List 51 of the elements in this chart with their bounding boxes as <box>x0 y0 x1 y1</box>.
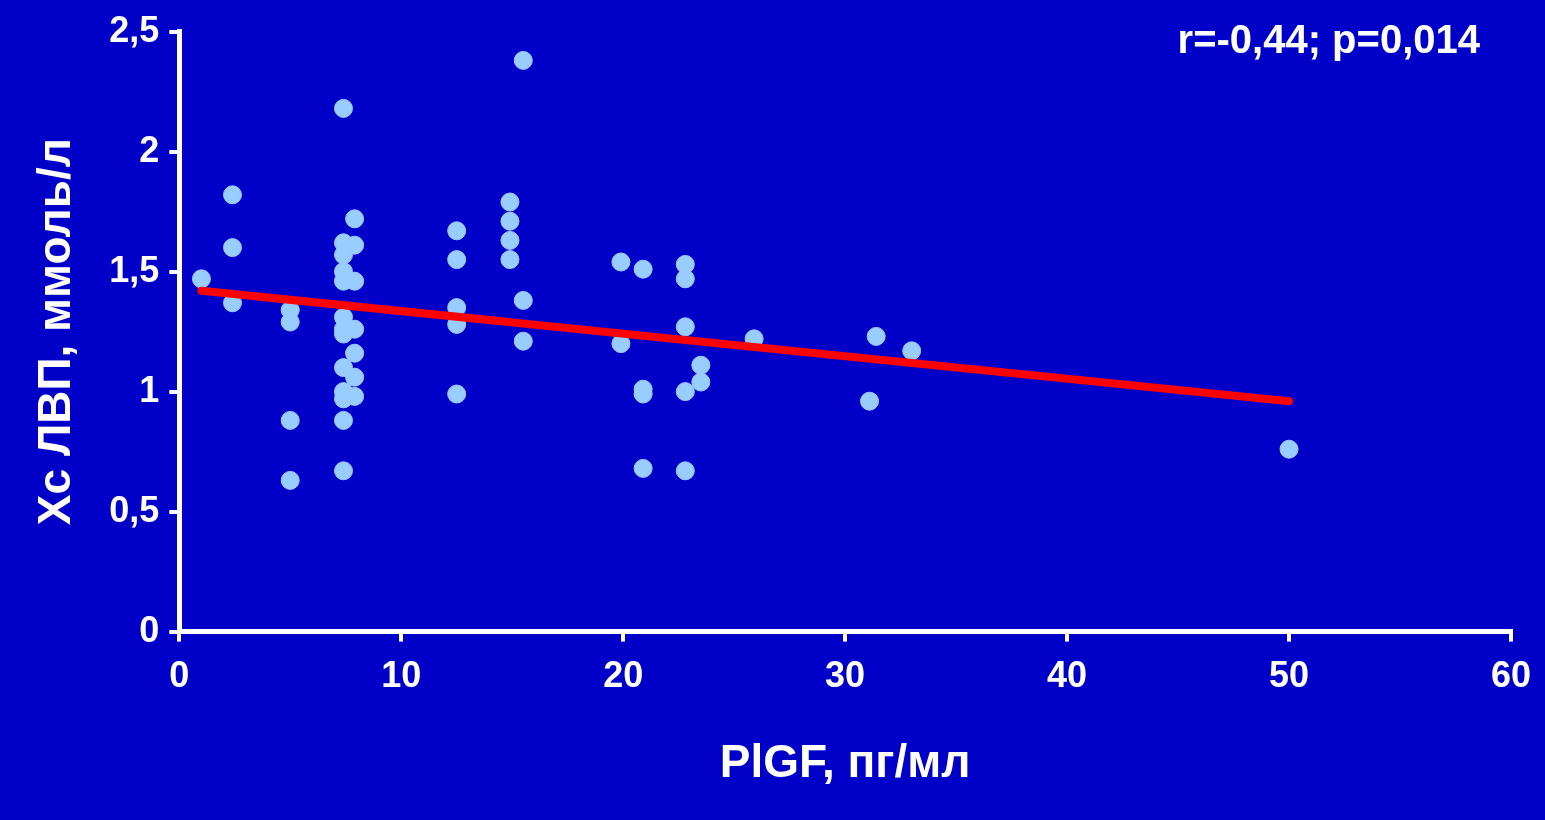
y-tick-label: 0,5 <box>109 488 160 530</box>
point <box>500 211 520 231</box>
point <box>675 269 695 289</box>
point <box>902 341 922 361</box>
x-tick-label: 30 <box>825 654 866 696</box>
x-tick-label: 20 <box>603 654 644 696</box>
y-tick-label: 2 <box>139 128 160 170</box>
point <box>333 98 353 118</box>
point <box>333 410 353 430</box>
y-tick-label: 1,5 <box>109 248 160 290</box>
point <box>1279 439 1299 459</box>
point <box>345 209 365 229</box>
point <box>223 238 243 258</box>
point <box>611 334 631 354</box>
point <box>345 367 365 387</box>
point <box>280 470 300 490</box>
point <box>675 317 695 337</box>
point <box>333 461 353 481</box>
point <box>513 50 533 70</box>
y-tick-label: 1 <box>139 368 160 410</box>
point <box>633 458 653 478</box>
annotation: r=-0,44; p=0,014 <box>1177 17 1481 62</box>
point <box>675 461 695 481</box>
x-tick-label: 60 <box>1490 654 1531 696</box>
x-tick-label: 50 <box>1269 654 1310 696</box>
point <box>500 192 520 212</box>
point <box>280 410 300 430</box>
point <box>447 250 467 270</box>
point <box>691 355 711 375</box>
point <box>345 343 365 363</box>
point <box>223 185 243 205</box>
point <box>447 384 467 404</box>
point <box>866 326 886 346</box>
x-axis-title: PlGF, пг/мл <box>719 735 971 788</box>
point <box>675 382 695 402</box>
point <box>500 230 520 250</box>
x-tick-label: 0 <box>169 654 190 696</box>
point <box>691 372 711 392</box>
point <box>860 391 880 411</box>
point <box>500 250 520 270</box>
y-axis-title: Хс ЛВП, ммоль/л <box>28 138 81 526</box>
x-tick-label: 40 <box>1047 654 1088 696</box>
point <box>513 331 533 351</box>
point <box>611 252 631 272</box>
point <box>447 221 467 241</box>
point <box>191 269 211 289</box>
y-tick-label: 0 <box>139 608 160 650</box>
point <box>513 290 533 310</box>
y-tick-label: 2,5 <box>109 8 160 50</box>
point <box>633 259 653 279</box>
x-tick-label: 10 <box>381 654 422 696</box>
